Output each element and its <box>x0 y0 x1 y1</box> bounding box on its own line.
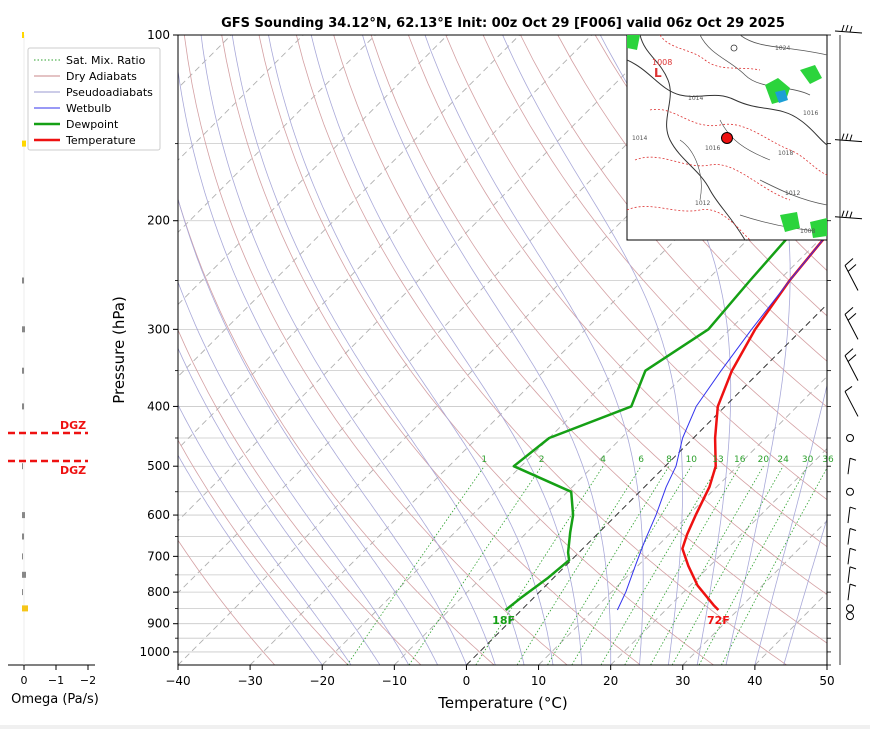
y-tick-label-100: 100 <box>147 28 170 42</box>
y-tick-label-600: 600 <box>147 508 170 522</box>
x-tick-label-7: 30 <box>675 674 690 688</box>
x-tick-label-9: 50 <box>819 674 834 688</box>
x-tick-label-3: −10 <box>382 674 407 688</box>
x-tick-label-4: 0 <box>463 674 471 688</box>
omega-bar-10 <box>22 572 26 578</box>
omega-bar-8 <box>22 534 24 540</box>
mixing-ratio-label-13: 13 <box>712 455 723 465</box>
x-tick-label-1: −30 <box>237 674 262 688</box>
y-tick-label-700: 700 <box>147 549 170 563</box>
omega-bar-0 <box>22 32 24 38</box>
inset-isobar-label-1018: 1018 <box>778 150 793 157</box>
x-tick-label-0: −40 <box>165 674 190 688</box>
omega-tick-label-1: −1 <box>48 674 64 687</box>
mixing-ratio-label-1: 1 <box>481 455 487 465</box>
x-tick-label-8: 40 <box>747 674 762 688</box>
inset-map: 1008 L 1024 1014 1014 1016 1018 1012 100… <box>627 35 827 240</box>
y-axis-label: Pressure (hPa) <box>110 296 128 404</box>
legend-label-2: Pseudoadiabats <box>66 86 153 99</box>
y-tick-label-1000: 1000 <box>139 645 170 659</box>
dgz-label-top: DGZ <box>60 419 86 432</box>
legend: Sat. Mix. Ratio Dry Adiabats Pseudoadiabat… <box>28 48 160 150</box>
dgz-label-bottom: DGZ <box>60 464 86 477</box>
mixing-ratio-label-30: 30 <box>802 455 814 465</box>
y-tick-label-900: 900 <box>147 617 170 631</box>
inset-isobar-label-1016b: 1016 <box>803 110 818 117</box>
inset-isobar-label-1016: 1016 <box>705 145 720 152</box>
x-tick-label-2: −20 <box>310 674 335 688</box>
y-tick-label-300: 300 <box>147 322 170 336</box>
x-tick-label-6: 20 <box>603 674 618 688</box>
inset-isobar-label-1008: 1008 <box>800 228 815 235</box>
omega-axis-label: Omega (Pa/s) <box>11 692 99 707</box>
inset-isobar-label-1012b: 1012 <box>695 200 710 207</box>
omega-bar-6 <box>22 463 23 469</box>
y-tick-label-500: 500 <box>147 459 170 473</box>
y-tick-label-200: 200 <box>147 214 170 228</box>
inset-isobar-label-1024: 1024 <box>775 45 790 52</box>
legend-label-5: Temperature <box>65 134 136 147</box>
inset-location-marker <box>722 133 733 144</box>
x-tick-label-5: 10 <box>531 674 546 688</box>
inset-low-marker: L <box>654 66 662 80</box>
mixing-ratio-label-24: 24 <box>777 455 789 465</box>
x-axis-label: Temperature (°C) <box>437 694 567 712</box>
omega-bar-4 <box>22 368 24 374</box>
omega-bar-9 <box>22 553 23 559</box>
omega-bar-7 <box>22 512 25 518</box>
inset-isobar-label-1014a: 1014 <box>688 95 703 102</box>
mixing-ratio-label-10: 10 <box>686 455 698 465</box>
mixing-ratio-label-8: 8 <box>666 455 672 465</box>
y-tick-label-800: 800 <box>147 585 170 599</box>
omega-tick-label-0: 0 <box>21 674 28 687</box>
inset-isobar-label-1012: 1012 <box>785 190 800 197</box>
omega-bar-1 <box>22 141 26 147</box>
mixing-ratio-label-4: 4 <box>600 455 606 465</box>
legend-label-0: Sat. Mix. Ratio <box>66 54 146 67</box>
omega-bar-2 <box>22 278 24 284</box>
legend-label-4: Dewpoint <box>66 118 119 131</box>
y-tick-label-400: 400 <box>147 399 170 413</box>
mixing-ratio-label-2: 2 <box>539 455 545 465</box>
annotation-72f: 72F <box>707 614 730 627</box>
legend-label-3: Wetbulb <box>66 102 111 115</box>
legend-label-1: Dry Adiabats <box>66 70 137 83</box>
mixing-ratio-label-16: 16 <box>734 455 746 465</box>
omega-bar-11 <box>22 589 23 595</box>
omega-tick-label-2: −2 <box>80 674 96 687</box>
annotation-18f: 18F <box>492 614 515 627</box>
mixing-ratio-label-6: 6 <box>638 455 644 465</box>
omega-bar-12 <box>22 605 28 611</box>
mixing-ratio-label-36: 36 <box>822 455 834 465</box>
inset-isobar-label-1014b: 1014 <box>632 135 647 142</box>
mixing-ratio-label-20: 20 <box>758 455 770 465</box>
chart-title: GFS Sounding 34.12°N, 62.13°E Init: 00z … <box>221 16 785 31</box>
omega-bar-5 <box>22 403 24 409</box>
omega-bar-3 <box>22 326 25 332</box>
